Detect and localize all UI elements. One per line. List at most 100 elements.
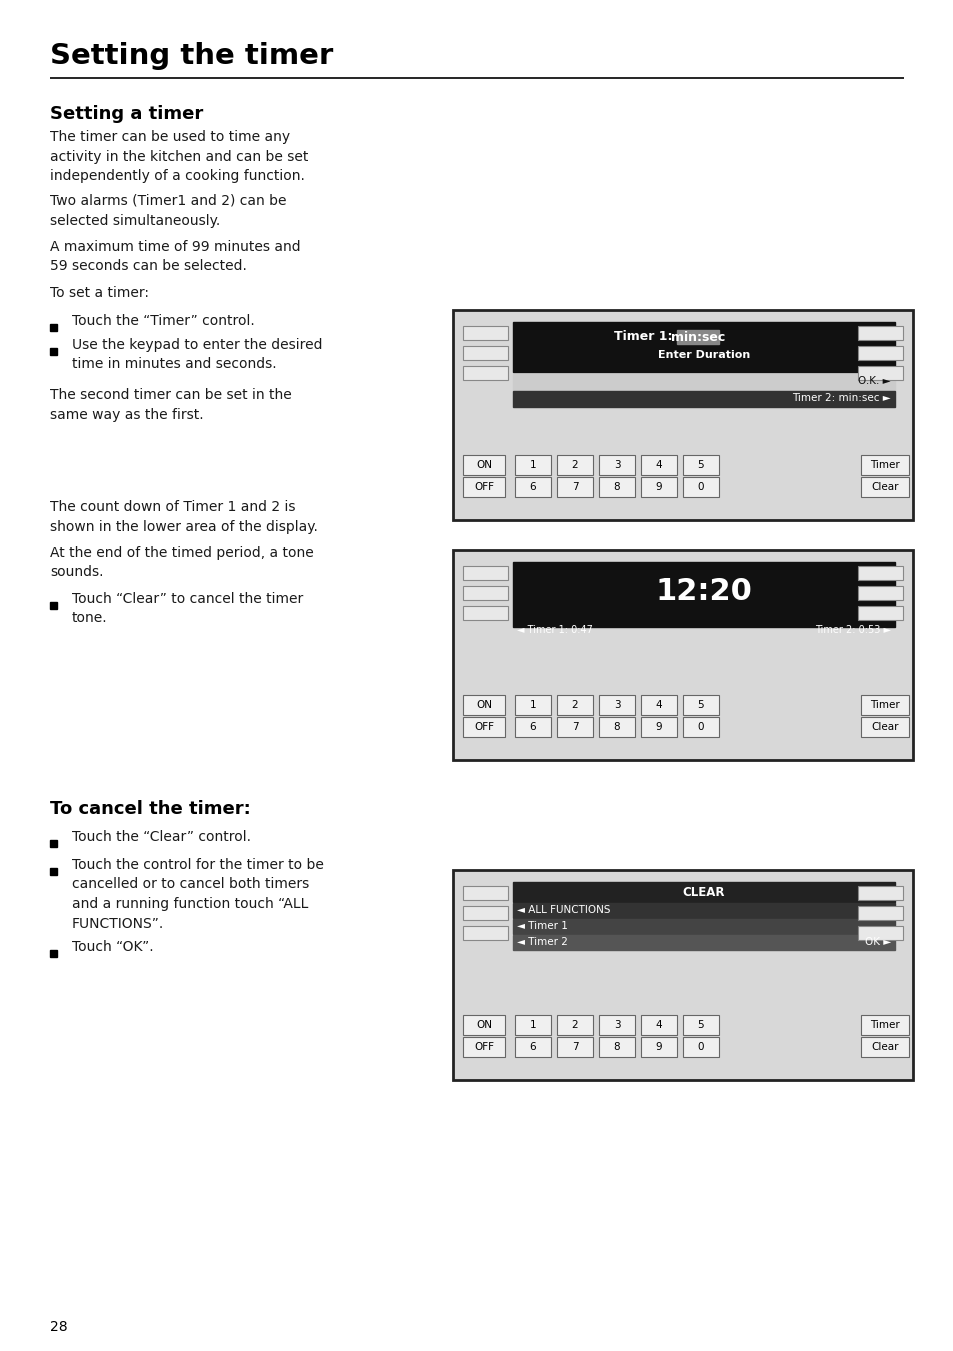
Bar xyxy=(857,566,902,580)
Text: 1: 1 xyxy=(529,1020,536,1029)
Text: 3: 3 xyxy=(613,459,619,470)
Text: 8: 8 xyxy=(613,482,619,492)
Text: Touch “OK”.: Touch “OK”. xyxy=(71,940,153,954)
Bar xyxy=(640,717,677,738)
Text: 8: 8 xyxy=(613,721,619,732)
Bar xyxy=(857,886,902,900)
Text: Clear: Clear xyxy=(870,721,898,732)
Bar xyxy=(598,694,635,715)
Text: ◄ Timer 1: ◄ Timer 1 xyxy=(517,921,567,931)
Text: 7: 7 xyxy=(571,1042,578,1052)
Text: ON: ON xyxy=(476,700,492,711)
Text: 4: 4 xyxy=(655,1020,661,1029)
Bar xyxy=(598,477,635,497)
Bar xyxy=(682,1038,719,1056)
Text: 4: 4 xyxy=(655,700,661,711)
Bar xyxy=(861,455,908,476)
Bar xyxy=(453,550,912,761)
Bar xyxy=(462,717,504,738)
Bar xyxy=(462,326,507,340)
Text: 0: 0 xyxy=(697,1042,703,1052)
Bar xyxy=(861,477,908,497)
Text: 6: 6 xyxy=(529,1042,536,1052)
Bar xyxy=(557,717,593,738)
Bar xyxy=(453,870,912,1079)
Bar xyxy=(598,1038,635,1056)
Bar xyxy=(515,455,551,476)
Text: ON: ON xyxy=(476,459,492,470)
Bar xyxy=(557,1015,593,1035)
Bar xyxy=(557,694,593,715)
Bar xyxy=(462,586,507,600)
Text: 1: 1 xyxy=(529,700,536,711)
Bar xyxy=(682,477,719,497)
Text: Timer: Timer xyxy=(869,459,899,470)
Bar xyxy=(462,925,507,940)
Text: 2: 2 xyxy=(571,700,578,711)
Text: 2: 2 xyxy=(571,1020,578,1029)
Bar xyxy=(462,346,507,359)
Bar xyxy=(857,907,902,920)
Text: To set a timer:: To set a timer: xyxy=(50,286,149,300)
Text: 2: 2 xyxy=(571,459,578,470)
Bar xyxy=(857,366,902,380)
Bar xyxy=(857,925,902,940)
Bar xyxy=(682,1015,719,1035)
Text: Touch the “Timer” control.: Touch the “Timer” control. xyxy=(71,313,254,328)
Text: Clear: Clear xyxy=(870,1042,898,1052)
Text: The count down of Timer 1 and 2 is
shown in the lower area of the display.: The count down of Timer 1 and 2 is shown… xyxy=(50,500,317,534)
Bar xyxy=(857,326,902,340)
Text: OFF: OFF xyxy=(474,482,494,492)
Bar xyxy=(453,309,912,520)
Text: Timer: Timer xyxy=(869,700,899,711)
Bar xyxy=(462,455,504,476)
Text: ◄ Timer 1: 0:47: ◄ Timer 1: 0:47 xyxy=(517,626,592,635)
Bar xyxy=(513,562,894,627)
Bar xyxy=(513,919,894,934)
Text: ◄ ALL FUNCTIONS: ◄ ALL FUNCTIONS xyxy=(517,905,610,915)
Text: 5: 5 xyxy=(697,1020,703,1029)
Bar xyxy=(513,322,894,372)
Bar xyxy=(50,867,57,875)
Text: 7: 7 xyxy=(571,721,578,732)
Bar xyxy=(682,455,719,476)
Text: 3: 3 xyxy=(613,1020,619,1029)
Bar xyxy=(462,366,507,380)
Text: 9: 9 xyxy=(655,1042,661,1052)
Text: OFF: OFF xyxy=(474,721,494,732)
Bar xyxy=(515,694,551,715)
Text: 7: 7 xyxy=(571,482,578,492)
Bar xyxy=(462,1038,504,1056)
Bar xyxy=(640,455,677,476)
Text: 0: 0 xyxy=(697,721,703,732)
Text: CLEAR: CLEAR xyxy=(682,885,724,898)
Text: The second timer can be set in the
same way as the first.: The second timer can be set in the same … xyxy=(50,388,292,422)
Text: 9: 9 xyxy=(655,721,661,732)
Bar xyxy=(598,1015,635,1035)
Text: Clear: Clear xyxy=(870,482,898,492)
Text: 9: 9 xyxy=(655,482,661,492)
Text: 28: 28 xyxy=(50,1320,68,1333)
Bar xyxy=(557,455,593,476)
Text: Touch “Clear” to cancel the timer
tone.: Touch “Clear” to cancel the timer tone. xyxy=(71,592,303,626)
Bar xyxy=(50,840,57,847)
Text: Timer 1:: Timer 1: xyxy=(614,330,677,343)
Text: 5: 5 xyxy=(697,459,703,470)
Bar xyxy=(857,346,902,359)
Bar xyxy=(50,603,57,609)
Bar xyxy=(462,477,504,497)
Bar xyxy=(515,1015,551,1035)
Bar xyxy=(513,902,894,917)
Bar xyxy=(861,1015,908,1035)
Bar xyxy=(557,477,593,497)
Bar xyxy=(462,566,507,580)
Text: Two alarms (Timer1 and 2) can be
selected simultaneously.: Two alarms (Timer1 and 2) can be selecte… xyxy=(50,195,286,227)
Bar xyxy=(462,607,507,620)
Text: 8: 8 xyxy=(613,1042,619,1052)
Bar xyxy=(462,907,507,920)
Text: Touch the control for the timer to be
cancelled or to cancel both timers
and a r: Touch the control for the timer to be ca… xyxy=(71,858,323,931)
Text: Setting a timer: Setting a timer xyxy=(50,105,203,123)
Text: Timer 2: 0:53 ►: Timer 2: 0:53 ► xyxy=(814,626,890,635)
Text: Use the keypad to enter the desired
time in minutes and seconds.: Use the keypad to enter the desired time… xyxy=(71,338,322,372)
Bar xyxy=(861,717,908,738)
